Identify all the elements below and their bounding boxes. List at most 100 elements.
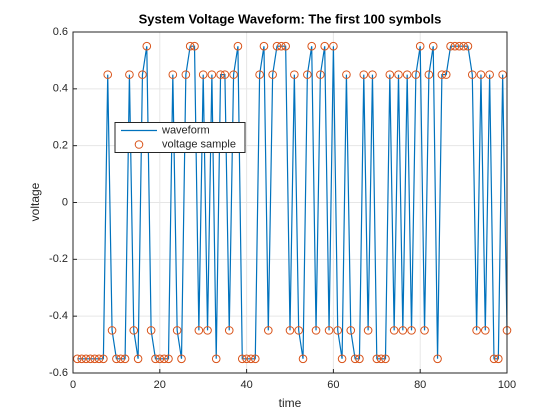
voltage-sample-marker bbox=[298, 354, 308, 364]
voltage-sample-marker bbox=[485, 70, 494, 79]
voltage-sample-marker bbox=[207, 70, 217, 79]
voltage-sample-marker bbox=[77, 354, 86, 364]
y-tick-label: 0.2 bbox=[53, 140, 68, 152]
voltage-sample-marker bbox=[177, 354, 186, 364]
voltage-sample-marker bbox=[224, 326, 234, 335]
y-tick-label: 0.6 bbox=[53, 26, 68, 38]
voltage-sample-marker bbox=[237, 354, 247, 364]
voltage-sample-marker bbox=[481, 326, 490, 335]
voltage-sample-marker bbox=[459, 41, 468, 51]
voltage-sample-marker bbox=[94, 354, 104, 364]
voltage-sample-marker bbox=[307, 41, 317, 51]
voltage-sample-marker bbox=[394, 70, 403, 79]
voltage-sample-marker bbox=[259, 41, 269, 51]
voltage-sample-marker bbox=[133, 354, 143, 364]
y-axis-label: voltage bbox=[28, 182, 42, 221]
x-tick-label: 100 bbox=[498, 379, 516, 391]
voltage-sample-marker bbox=[277, 41, 286, 51]
voltage-sample-marker bbox=[198, 70, 208, 79]
voltage-sample-marker bbox=[389, 326, 399, 335]
voltage-sample-marker bbox=[433, 354, 442, 364]
voltage-sample-marker bbox=[194, 326, 204, 335]
voltage-sample-marker bbox=[233, 41, 243, 51]
voltage-sample-marker bbox=[350, 354, 360, 364]
voltage-sample-marker bbox=[385, 70, 395, 79]
voltage-sample-marker bbox=[142, 41, 152, 51]
voltage-sample-marker bbox=[125, 70, 134, 79]
voltage-sample-marker bbox=[250, 354, 260, 364]
legend-label: voltage sample bbox=[162, 138, 236, 150]
voltage-sample-marker bbox=[155, 354, 165, 364]
voltage-sample-marker bbox=[368, 70, 377, 79]
axes-box bbox=[72, 31, 508, 374]
voltage-sample-marker bbox=[476, 70, 486, 79]
voltage-sample-marker bbox=[86, 354, 95, 364]
voltage-sample-marker bbox=[281, 41, 290, 51]
voltage-sample-marker bbox=[489, 354, 499, 364]
chart-title: System Voltage Waveform: The first 100 s… bbox=[139, 11, 442, 26]
voltage-sample-marker bbox=[376, 354, 386, 364]
voltage-sample-marker bbox=[146, 326, 156, 335]
voltage-sample-marker bbox=[151, 354, 160, 364]
y-tick-label: 0.4 bbox=[53, 83, 68, 95]
voltage-sample-marker bbox=[216, 70, 225, 79]
voltage-sample-marker bbox=[329, 41, 338, 51]
voltage-sample-marker bbox=[172, 326, 182, 335]
voltage-sample-marker bbox=[164, 354, 173, 364]
voltage-sample-marker bbox=[220, 70, 230, 79]
voltage-sample-marker bbox=[407, 326, 416, 335]
voltage-sample-marker bbox=[255, 70, 264, 79]
voltage-sample-marker bbox=[467, 70, 477, 79]
voltage-sample-marker bbox=[138, 70, 147, 79]
voltage-sample-marker bbox=[372, 354, 382, 364]
voltage-sample-marker bbox=[242, 354, 251, 364]
voltage-sample-marker bbox=[129, 326, 139, 335]
voltage-sample-marker bbox=[294, 326, 303, 335]
voltage-sample-marker bbox=[428, 41, 438, 51]
voltage-sample-marker bbox=[168, 70, 178, 79]
voltage-sample-marker bbox=[185, 41, 195, 51]
voltage-sample-marker bbox=[159, 354, 169, 364]
voltage-sample-marker bbox=[320, 41, 330, 51]
voltage-sample-marker bbox=[246, 354, 256, 364]
voltage-sample-marker bbox=[229, 70, 238, 79]
waveform-line bbox=[77, 45, 508, 360]
x-axis-label: time bbox=[279, 396, 302, 410]
voltage-sample-marker bbox=[264, 326, 273, 335]
voltage-sample-marker bbox=[333, 326, 343, 335]
voltage-sample-marker bbox=[211, 354, 221, 364]
voltage-sample-marker bbox=[494, 354, 503, 364]
voltage-sample-marker bbox=[498, 70, 507, 79]
voltage-sample-marker bbox=[342, 70, 351, 79]
x-tick-label: 20 bbox=[154, 379, 166, 391]
voltage-sample-marker bbox=[311, 326, 321, 335]
voltage-sample-marker bbox=[203, 326, 212, 335]
y-tick-label: 0 bbox=[62, 196, 68, 208]
x-tick-label: 0 bbox=[70, 379, 76, 391]
voltage-sample-marker bbox=[415, 41, 425, 51]
voltage-sample-marker bbox=[355, 354, 364, 364]
voltage-sample-marker bbox=[99, 354, 108, 364]
voltage-sample-marker bbox=[73, 354, 82, 364]
voltage-sample-marker bbox=[90, 354, 99, 364]
legend-label: waveform bbox=[161, 124, 210, 136]
voltage-sample-marker bbox=[190, 41, 199, 51]
voltage-sample-marker bbox=[472, 326, 481, 335]
voltage-sample-marker bbox=[463, 41, 473, 51]
voltage-sample-marker bbox=[441, 70, 451, 79]
x-tick-label: 80 bbox=[414, 379, 426, 391]
voltage-sample-marker bbox=[446, 41, 455, 51]
voltage-sample-marker bbox=[272, 41, 282, 51]
voltage-sample-marker bbox=[346, 326, 356, 335]
voltage-sample-marker bbox=[454, 41, 464, 51]
voltage-sample-marker bbox=[268, 70, 277, 79]
voltage-sample-marker bbox=[290, 70, 299, 79]
voltage-sample-marker bbox=[359, 70, 369, 79]
voltage-sample-marker bbox=[450, 41, 460, 51]
x-tick-label: 40 bbox=[240, 379, 252, 391]
voltage-sample-marker bbox=[437, 70, 447, 79]
y-tick-label: -0.4 bbox=[49, 310, 68, 322]
voltage-sample-marker bbox=[381, 354, 390, 364]
voltage-sample-marker bbox=[324, 326, 334, 335]
